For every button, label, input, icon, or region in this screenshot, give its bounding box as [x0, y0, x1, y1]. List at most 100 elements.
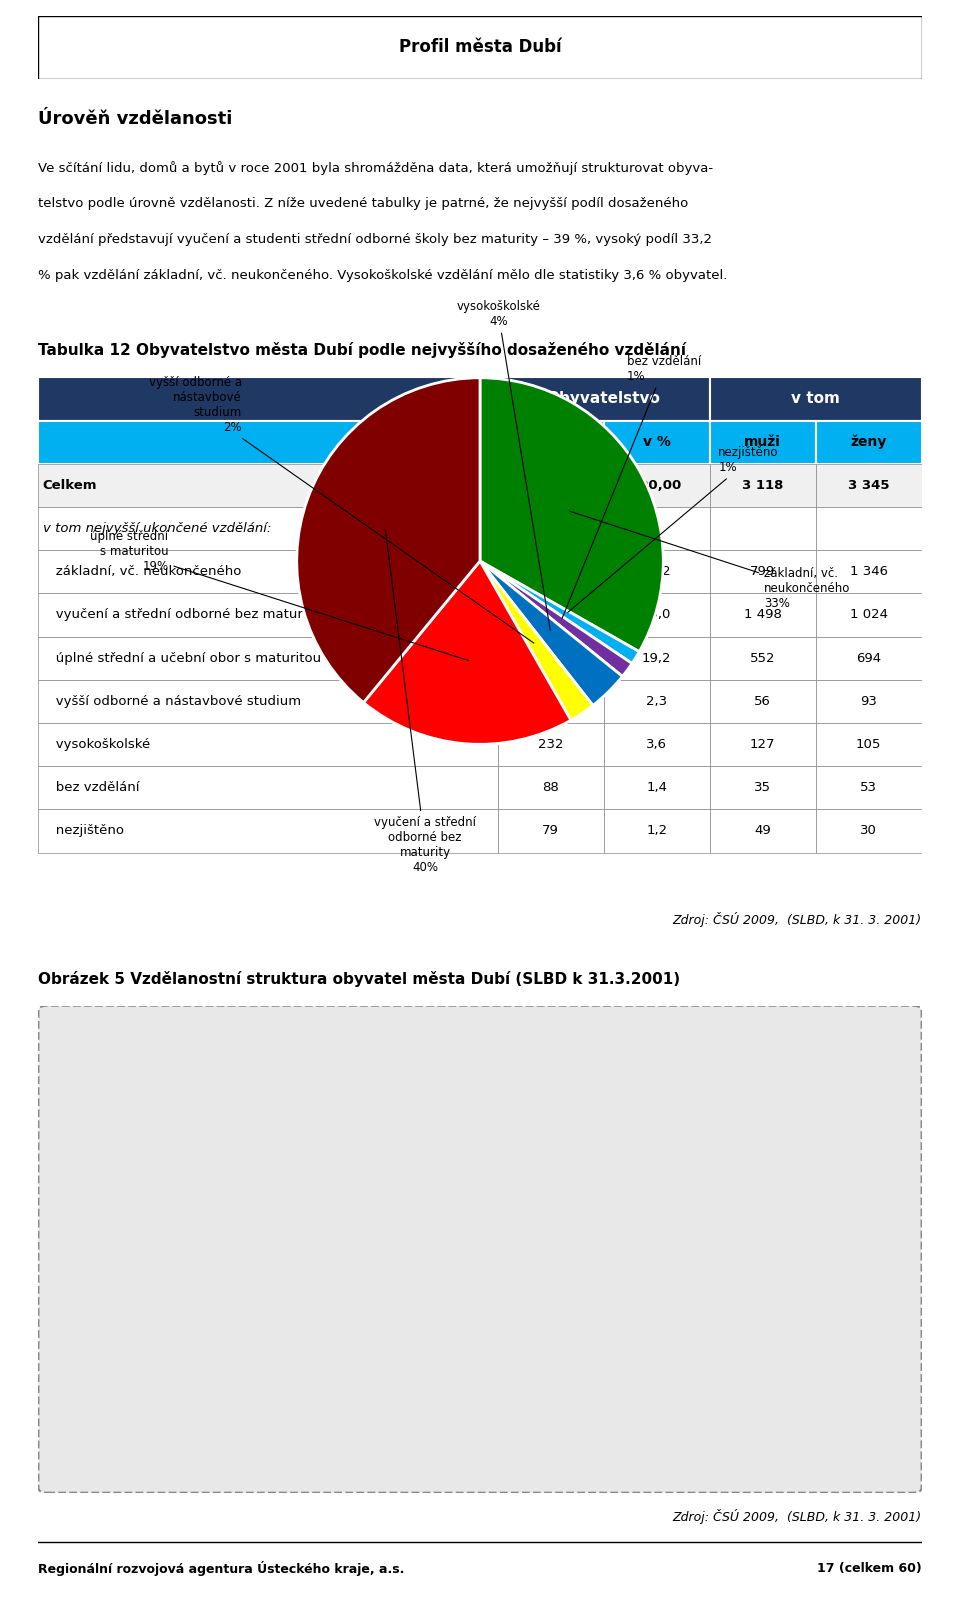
FancyBboxPatch shape	[604, 810, 709, 853]
Text: 1 246: 1 246	[532, 652, 569, 665]
Text: 49: 49	[755, 824, 771, 837]
Text: % pak vzdělání základní, vč. neukončeného. Vysokoškolské vzdělání mělo dle stati: % pak vzdělání základní, vč. neukončenéh…	[38, 269, 728, 282]
FancyBboxPatch shape	[497, 377, 709, 420]
FancyBboxPatch shape	[497, 636, 604, 680]
Text: 93: 93	[860, 694, 877, 709]
FancyBboxPatch shape	[604, 593, 709, 636]
Text: úplné střední a učební obor s maturitou: úplné střední a učební obor s maturitou	[43, 652, 321, 665]
FancyBboxPatch shape	[604, 636, 709, 680]
Text: 1 024: 1 024	[850, 609, 888, 622]
FancyBboxPatch shape	[604, 463, 709, 507]
Text: základní, vč. neukončeného: základní, vč. neukončeného	[43, 566, 241, 579]
FancyBboxPatch shape	[816, 766, 922, 810]
Text: 17 (celkem 60): 17 (celkem 60)	[817, 1561, 922, 1574]
FancyBboxPatch shape	[497, 550, 604, 593]
Wedge shape	[480, 561, 622, 705]
Text: muži: muži	[744, 434, 781, 449]
Text: základní, vč.
neukončeného
33%: základní, vč. neukončeného 33%	[570, 511, 851, 611]
Text: vyšší odborné a nástavbové studium: vyšší odborné a nástavbové studium	[43, 694, 300, 709]
Text: Úrověň vzdělanosti: Úrověň vzdělanosti	[38, 109, 232, 128]
Text: Obyvatelstvo: Obyvatelstvo	[546, 391, 660, 407]
FancyBboxPatch shape	[604, 420, 709, 463]
Text: 127: 127	[750, 737, 776, 752]
FancyBboxPatch shape	[38, 723, 497, 766]
Text: 232: 232	[538, 737, 564, 752]
Wedge shape	[297, 378, 480, 702]
Text: 105: 105	[856, 737, 881, 752]
FancyBboxPatch shape	[604, 680, 709, 723]
Text: 53: 53	[860, 781, 877, 793]
FancyBboxPatch shape	[38, 680, 497, 723]
FancyBboxPatch shape	[816, 420, 922, 463]
FancyBboxPatch shape	[497, 810, 604, 853]
FancyBboxPatch shape	[38, 636, 497, 680]
Text: 1 346: 1 346	[850, 566, 888, 579]
Text: 3 345: 3 345	[848, 479, 889, 492]
Text: 552: 552	[750, 652, 776, 665]
FancyBboxPatch shape	[38, 420, 497, 463]
FancyBboxPatch shape	[709, 420, 816, 463]
FancyBboxPatch shape	[38, 463, 497, 507]
FancyBboxPatch shape	[816, 810, 922, 853]
FancyBboxPatch shape	[709, 810, 816, 853]
FancyBboxPatch shape	[38, 810, 497, 853]
FancyBboxPatch shape	[604, 723, 709, 766]
Text: Celkem: Celkem	[43, 479, 97, 492]
FancyBboxPatch shape	[604, 766, 709, 810]
FancyBboxPatch shape	[497, 420, 604, 463]
Text: vyšší odborné a
nástavbové
studium
2%: vyšší odborné a nástavbové studium 2%	[149, 377, 534, 643]
FancyBboxPatch shape	[709, 377, 922, 420]
Text: Tabulka 12 Obyvatelstvo města Dubí podle nejvyššího dosaženého vzdělání: Tabulka 12 Obyvatelstvo města Dubí podle…	[38, 343, 686, 359]
FancyBboxPatch shape	[604, 550, 709, 593]
Text: 88: 88	[542, 781, 559, 793]
Text: nezjištěno: nezjištěno	[43, 824, 124, 837]
FancyBboxPatch shape	[709, 723, 816, 766]
FancyBboxPatch shape	[38, 550, 497, 593]
Text: 30: 30	[860, 824, 877, 837]
FancyBboxPatch shape	[816, 636, 922, 680]
Wedge shape	[364, 561, 571, 744]
Text: bez vzdělání
1%: bez vzdělání 1%	[563, 354, 701, 619]
Text: 1,2: 1,2	[646, 824, 667, 837]
FancyBboxPatch shape	[497, 680, 604, 723]
FancyBboxPatch shape	[497, 766, 604, 810]
Text: Profil města Dubí: Profil města Dubí	[398, 38, 562, 56]
FancyBboxPatch shape	[709, 766, 816, 810]
FancyBboxPatch shape	[497, 463, 604, 507]
Text: 799: 799	[750, 566, 776, 579]
Text: vyučení a střední
odborné bez
maturity
40%: vyučení a střední odborné bez maturity 4…	[374, 529, 476, 874]
Text: 35: 35	[755, 781, 771, 793]
Text: 3,6: 3,6	[646, 737, 667, 752]
FancyBboxPatch shape	[709, 636, 816, 680]
Text: bez vzdělání: bez vzdělání	[43, 781, 139, 793]
Text: Ve sčítání lidu, domů a bytů v roce 2001 byla shromážděna data, která umožňují s: Ve sčítání lidu, domů a bytů v roce 2001…	[38, 160, 713, 175]
FancyBboxPatch shape	[604, 507, 709, 550]
Text: 149: 149	[538, 694, 564, 709]
FancyBboxPatch shape	[709, 550, 816, 593]
Text: vysokoškolské: vysokoškolské	[43, 737, 150, 752]
Text: 1 498: 1 498	[744, 609, 781, 622]
FancyBboxPatch shape	[497, 593, 604, 636]
Text: 39,0: 39,0	[642, 609, 671, 622]
FancyBboxPatch shape	[38, 507, 497, 550]
Text: 100,00: 100,00	[631, 479, 683, 492]
Text: 79: 79	[542, 824, 559, 837]
FancyBboxPatch shape	[816, 507, 922, 550]
Text: vyučení a střední odborné bez maturity: vyučení a střední odborné bez maturity	[43, 609, 320, 622]
Text: Zdroj: ČSÚ 2009,  (SLBD, k 31. 3. 2001): Zdroj: ČSÚ 2009, (SLBD, k 31. 3. 2001)	[672, 912, 922, 927]
Text: celkem: celkem	[523, 434, 578, 449]
Text: vzdělání představují vyučení a studenti střední odborné školy bez maturity – 39 : vzdělání představují vyučení a studenti …	[38, 232, 712, 245]
FancyBboxPatch shape	[38, 766, 497, 810]
Text: v tom nejvyšší ukončené vzdělání:: v tom nejvyšší ukončené vzdělání:	[43, 523, 271, 535]
Wedge shape	[480, 561, 639, 664]
FancyBboxPatch shape	[38, 16, 922, 79]
Text: 19,2: 19,2	[642, 652, 671, 665]
Text: v %: v %	[642, 434, 671, 449]
FancyBboxPatch shape	[816, 593, 922, 636]
FancyBboxPatch shape	[709, 680, 816, 723]
Text: 2,3: 2,3	[646, 694, 667, 709]
Wedge shape	[480, 378, 663, 652]
FancyBboxPatch shape	[816, 723, 922, 766]
Text: Obrázek 5 Vzdělanostní struktura obyvatel města Dubí (SLBD k 31.3.2001): Obrázek 5 Vzdělanostní struktura obyvate…	[38, 971, 681, 987]
Text: v tom: v tom	[791, 391, 840, 407]
